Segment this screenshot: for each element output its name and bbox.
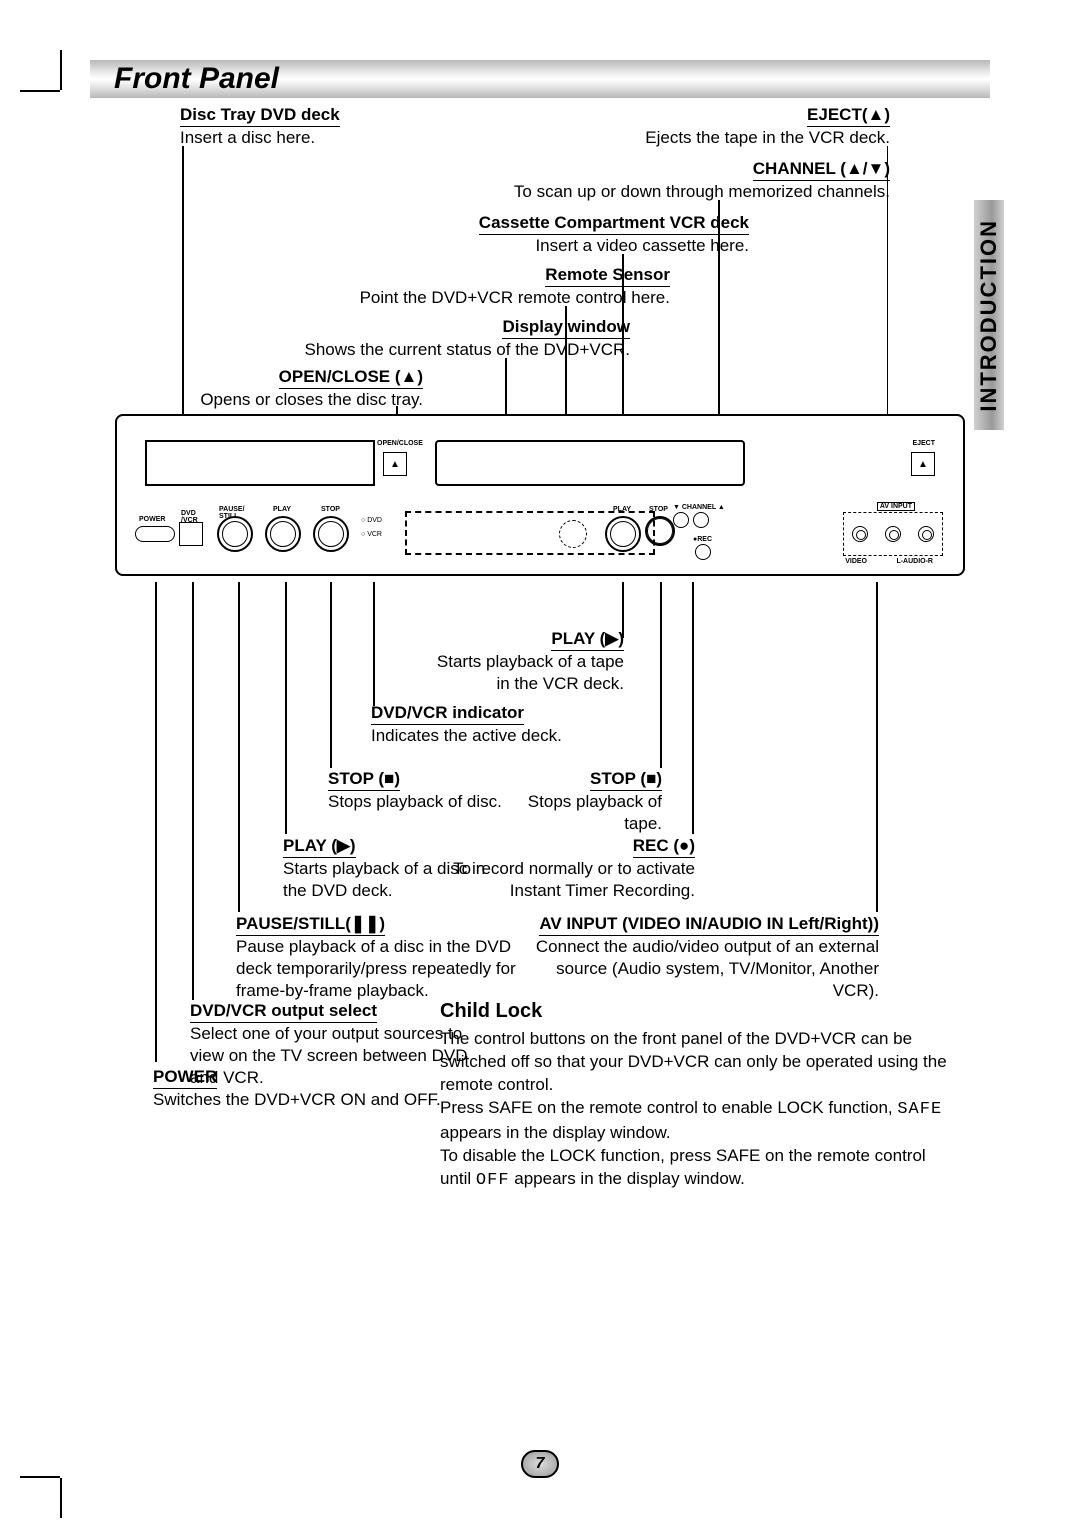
child-lock-section: Child Lock The control buttons on the fr…	[440, 998, 960, 1193]
audio-tiny-label: L-AUDIO-R	[896, 558, 933, 565]
stop-dvd-knob-icon	[313, 516, 349, 552]
av-input-jacks	[843, 512, 943, 556]
play-dvd-knob-icon	[265, 516, 301, 552]
leader-line	[396, 406, 398, 414]
crop-mark	[20, 1476, 60, 1478]
play-vcr-tiny-label: PLAY	[613, 506, 631, 513]
leader-line	[622, 254, 624, 414]
label-play-vcr: PLAY (▶) Starts playback of a tape in th…	[420, 628, 624, 695]
crop-mark	[60, 50, 62, 90]
leader-line	[373, 582, 375, 706]
leader-line	[330, 582, 332, 768]
page-title: Front Panel	[114, 62, 279, 96]
video-tiny-label: VIDEO	[845, 558, 867, 565]
power-switch-icon	[135, 526, 175, 542]
top-labels-group: Disc Tray DVD deck Insert a disc here. E…	[90, 104, 990, 414]
eject-button-icon: ▲	[911, 452, 935, 476]
rec-button-icon	[695, 544, 711, 565]
leader-line	[565, 306, 567, 414]
play-vcr-knob-icon	[605, 516, 641, 552]
label-disc-tray: Disc Tray DVD deck Insert a disc here.	[180, 104, 340, 149]
crop-mark	[20, 90, 60, 92]
leader-line	[692, 582, 694, 834]
label-av-input: AV INPUT (VIDEO IN/AUDIO IN Left/Right))…	[520, 913, 879, 1002]
vcr-cassette-slot	[435, 440, 745, 486]
video-jack-icon	[852, 526, 868, 542]
channel-buttons-icon	[671, 512, 711, 533]
open-close-button-icon: ▲	[383, 452, 407, 476]
power-tiny-label: POWER	[139, 516, 165, 523]
label-stop-dvd: STOP (■) Stops playback of disc.	[328, 768, 502, 813]
dvd-vcr-indicator-icon: ○ DVD○ VCR	[361, 514, 382, 542]
open-close-tiny-label: OPEN/CLOSE	[377, 440, 423, 447]
label-dvd-vcr-indicator: DVD/VCR indicator Indicates the active d…	[371, 702, 562, 747]
leader-line	[718, 200, 720, 414]
leader-line	[285, 582, 287, 834]
child-lock-title: Child Lock	[440, 998, 960, 1025]
label-pause-still: PAUSE/STILL(❚❚) Pause playback of a disc…	[236, 913, 526, 1002]
pause-knob-icon	[217, 516, 253, 552]
play-tiny-label: PLAY	[273, 506, 291, 513]
eject-tiny-label: EJECT	[912, 440, 935, 447]
label-cassette: Cassette Compartment VCR deck Insert a v…	[479, 212, 749, 257]
leader-line	[660, 582, 662, 768]
dvd-disc-tray	[145, 440, 375, 486]
label-channel: CHANNEL (▲/▼) To scan up or down through…	[514, 158, 890, 203]
label-display: Display window Shows the current status …	[304, 316, 630, 361]
rec-tiny-label: ●REC	[693, 536, 712, 543]
child-lock-p1: The control buttons on the front panel o…	[440, 1028, 960, 1097]
dvd-vcr-tiny-label: DVD /VCR	[181, 510, 203, 524]
label-open-close: OPEN/CLOSE (▲) Opens or closes the disc …	[200, 366, 423, 411]
label-stop-vcr: STOP (■) Stops playback of tape.	[490, 768, 662, 835]
dvd-vcr-select-icon	[179, 522, 203, 546]
leader-line	[887, 146, 889, 414]
section-title-bar: Front Panel	[90, 60, 990, 98]
stop-tiny-label: STOP	[321, 506, 340, 513]
stop-vcr-tiny-label: STOP	[649, 506, 668, 513]
leader-line	[505, 358, 507, 414]
child-lock-p3: To disable the LOCK function, press SAFE…	[440, 1145, 960, 1193]
leader-line	[155, 582, 157, 1062]
label-eject: EJECT(▲) Ejects the tape in the VCR deck…	[645, 104, 890, 149]
av-input-tiny-label: AV INPUT	[877, 502, 915, 511]
channel-tiny-label: ▼ CHANNEL ▲	[673, 504, 725, 511]
manual-page: Front Panel INTRODUCTION Disc Tray DVD d…	[0, 0, 1080, 1528]
crop-mark	[60, 1478, 62, 1518]
device-diagram: OPEN/CLOSE ▲ EJECT ▲ POWER DVD /VCR PAUS…	[115, 414, 965, 576]
audio-r-jack-icon	[918, 526, 934, 542]
leader-line	[876, 582, 878, 912]
child-lock-p2: Press SAFE on the remote control to enab…	[440, 1097, 960, 1145]
leader-line	[192, 582, 194, 1000]
remote-sensor-icon	[559, 520, 587, 548]
leader-line	[238, 582, 240, 912]
audio-l-jack-icon	[885, 526, 901, 542]
label-power: POWER Switches the DVD+VCR ON and OFF.	[153, 1066, 463, 1111]
label-rec: REC (●) To record normally or to activat…	[450, 835, 695, 902]
pause-tiny-label: PAUSE/ STILL	[219, 506, 247, 520]
leader-line	[182, 146, 184, 414]
page-number: 7	[521, 1450, 559, 1478]
